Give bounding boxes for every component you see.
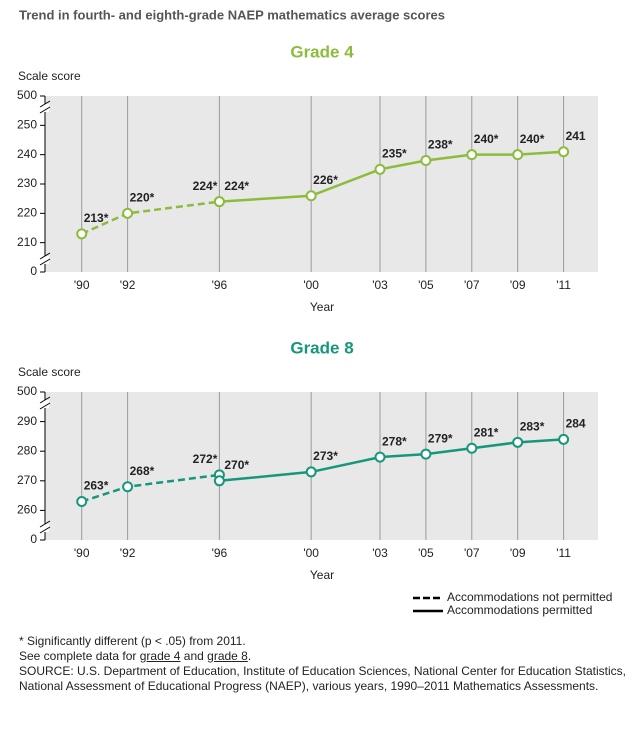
data-label: 240*	[474, 132, 499, 146]
data-label: 224*	[224, 179, 249, 193]
data-label: 268*	[130, 464, 155, 478]
x-axis-label: Year	[310, 568, 334, 582]
point	[512, 436, 524, 448]
axis-break-gap	[41, 524, 49, 532]
point	[466, 149, 478, 161]
point	[512, 149, 524, 161]
x-tick-label: '09	[510, 278, 526, 292]
x-tick-label: '11	[556, 278, 571, 292]
data-label: 241	[566, 129, 586, 143]
y-tick-label: 260	[17, 503, 37, 517]
text: .	[247, 649, 252, 663]
axis-break	[39, 520, 51, 534]
point	[122, 207, 134, 219]
text: and	[180, 649, 208, 663]
data-label: 270*	[224, 458, 249, 472]
data-label: 283*	[520, 419, 545, 433]
point	[558, 146, 570, 158]
point	[466, 442, 478, 454]
y-tick-label: 280	[17, 443, 37, 457]
legend-label: Accommodations not permitted	[447, 590, 612, 604]
x-tick-label: '92	[120, 546, 136, 560]
data-label: 226*	[313, 173, 338, 187]
point	[374, 163, 386, 175]
data-label: 273*	[313, 449, 338, 463]
x-tick-label: '03	[372, 278, 388, 292]
point	[76, 228, 88, 240]
data-label: 284	[566, 417, 586, 431]
x-tick-label: '07	[464, 278, 480, 292]
point	[305, 190, 317, 202]
panel-title: Grade 4	[290, 42, 354, 61]
y-tick-label: 230	[17, 176, 37, 190]
x-tick-label: '05	[418, 546, 434, 560]
data-label: 279*	[428, 431, 453, 445]
y-tick-label: 270	[17, 473, 37, 487]
legend-label: Accommodations permitted	[447, 603, 592, 617]
y-axis-label: Scale score	[18, 69, 81, 83]
x-tick-label: '11	[556, 546, 571, 560]
axis-break-gap	[41, 400, 49, 408]
axis-break	[39, 252, 51, 266]
point	[213, 196, 225, 208]
axis-break	[39, 100, 51, 114]
x-tick-label: '90	[74, 278, 90, 292]
y-tick-label: 210	[17, 235, 37, 249]
data-label: 272*	[193, 452, 218, 466]
plot-area	[45, 392, 598, 540]
y-tick-label: 220	[17, 206, 37, 220]
data-label: 281*	[474, 425, 499, 439]
page-title: Trend in fourth- and eighth-grade NAEP m…	[19, 7, 445, 22]
data-label: 213*	[84, 211, 109, 225]
x-tick-label: '05	[418, 278, 434, 292]
x-axis-label: Year	[310, 300, 334, 314]
point	[420, 155, 432, 167]
y-tick-label: 240	[17, 147, 37, 161]
x-tick-label: '96	[212, 546, 228, 560]
point	[122, 481, 134, 493]
x-tick-label: '00	[303, 546, 319, 560]
y-tick-label: 250	[17, 118, 37, 132]
x-tick-label: '96	[212, 278, 228, 292]
x-tick-label: '90	[74, 546, 90, 560]
data-label: 224*	[193, 179, 218, 193]
point	[213, 475, 225, 487]
x-tick-label: '07	[464, 546, 480, 560]
data-label: 278*	[382, 434, 407, 448]
x-tick-label: '09	[510, 546, 526, 560]
data-label: 238*	[428, 138, 453, 152]
data-label: 220*	[130, 191, 155, 205]
y-tick-label: 500	[17, 384, 37, 398]
point	[76, 496, 88, 508]
y-tick-label: 500	[17, 88, 37, 102]
y-tick-label: 290	[17, 414, 37, 428]
y-tick-label: 0	[30, 532, 37, 546]
significance-note: * Significantly different (p < .05) from…	[19, 634, 246, 648]
see-data-note: See complete data for grade 4 and grade …	[19, 649, 629, 664]
text: See complete data for	[19, 649, 140, 663]
grade-8-link[interactable]: grade 8	[207, 649, 248, 663]
panel-title: Grade 8	[290, 338, 353, 357]
axis-break	[39, 396, 51, 410]
axis-break-gap	[41, 256, 49, 264]
data-label: 240*	[520, 132, 545, 146]
footnotes: * Significantly different (p < .05) from…	[19, 634, 629, 694]
point	[420, 448, 432, 460]
y-tick-label: 0	[30, 264, 37, 278]
y-axis-label: Scale score	[18, 365, 81, 379]
point	[374, 451, 386, 463]
plot-area	[45, 96, 598, 272]
data-label: 235*	[382, 147, 407, 161]
chart: Trend in fourth- and eighth-grade NAEP m…	[17, 7, 612, 617]
x-tick-label: '00	[303, 278, 319, 292]
x-tick-label: '92	[120, 278, 136, 292]
axis-break-gap	[41, 104, 49, 112]
x-tick-label: '03	[372, 546, 388, 560]
point	[305, 466, 317, 478]
grade-4-link[interactable]: grade 4	[139, 649, 181, 663]
point	[558, 433, 570, 445]
source-note: SOURCE: U.S. Department of Education, In…	[19, 664, 626, 693]
data-label: 263*	[84, 479, 109, 493]
